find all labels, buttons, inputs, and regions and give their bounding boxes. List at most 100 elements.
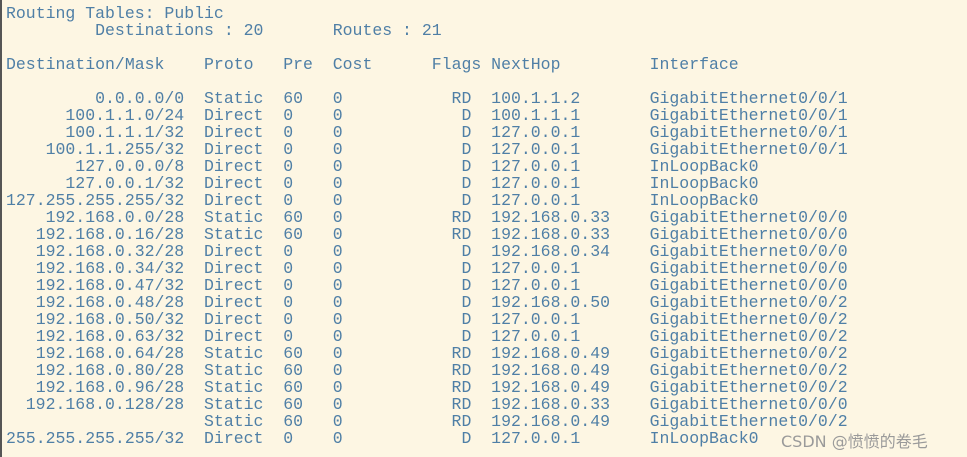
cell-interface: GigabitEthernet0/0/2 — [649, 293, 848, 312]
cell-destination: 100.1.1.0/24 — [65, 106, 185, 125]
cell-destination: 127.0.0.0/8 — [75, 157, 185, 176]
cell-interface: GigabitEthernet0/0/1 — [649, 140, 848, 159]
cell-proto: Direct — [204, 242, 264, 261]
table-row: 127.0.0.0/8 Direct 0 0 D 127.0.0.1 InLoopBack0 — [6, 158, 961, 175]
window-border — [0, 0, 2, 457]
cell-flags: RD — [451, 378, 472, 397]
header-flags: Flags — [431, 55, 482, 74]
cell-cost: 0 — [332, 89, 343, 108]
cell-cost: 0 — [332, 242, 343, 261]
cell-nexthop: 127.0.0.1 — [491, 157, 581, 176]
cell-nexthop: 127.0.0.1 — [491, 174, 581, 193]
table-row: 192.168.0.96/28 Static 60 0 RD 192.168.0.49 Gi… — [6, 379, 961, 396]
table-row: 100.1.1.0/24 Direct 0 0 D 100.1.1.1 GigabitEth… — [6, 107, 961, 124]
cell-preference: 0 — [283, 174, 294, 193]
header-interface: Interface — [649, 55, 739, 74]
cell-nexthop: 192.168.0.49 — [491, 378, 610, 397]
table-row: 192.168.0.50/32 Direct 0 0 D 127.0.0.1 Gigabit… — [6, 311, 961, 328]
table-row: 0.0.0.0/0 Static 60 0 RD 100.1.1.2 GigabitEthe… — [6, 90, 961, 107]
cell-nexthop: 127.0.0.1 — [491, 191, 581, 210]
cell-preference: 0 — [283, 429, 294, 448]
header-cost: Cost — [332, 55, 373, 74]
table-row: 127.255.255.255/32 Direct 0 0 D 127.0.0.1 InLo… — [6, 192, 961, 209]
cell-flags: D — [461, 174, 472, 193]
cell-proto: Direct — [204, 259, 264, 278]
cell-destination: 192.168.0.63/32 — [35, 327, 185, 346]
cell-cost: 0 — [332, 140, 343, 159]
cell-preference: 0 — [283, 242, 294, 261]
table-row: 255.255.255.255/32 Direct 0 0 D 127.0.0.1 InLo… — [6, 430, 961, 447]
cell-preference: 60 — [283, 378, 304, 397]
table-row: 192.168.0.47/32 Direct 0 0 D 127.0.0.1 Gigabit… — [6, 277, 961, 294]
cell-cost: 0 — [332, 412, 343, 431]
destinations-count: Destinations : 20 — [95, 21, 264, 40]
cell-cost: 0 — [332, 395, 343, 414]
cell-interface: GigabitEthernet0/0/2 — [649, 412, 848, 431]
cell-proto: Direct — [204, 293, 264, 312]
cell-interface: GigabitEthernet0/0/1 — [649, 106, 848, 125]
cell-cost: 0 — [332, 123, 343, 142]
cell-interface: GigabitEthernet0/0/2 — [649, 310, 848, 329]
cell-nexthop: 127.0.0.1 — [491, 429, 581, 448]
cell-interface: GigabitEthernet0/0/0 — [649, 225, 848, 244]
cell-destination: 192.168.0.96/28 — [35, 378, 185, 397]
cell-proto: Static — [204, 225, 264, 244]
watermark: CSDN @愤愤的卷毛 — [781, 432, 928, 451]
cell-preference: 0 — [283, 293, 294, 312]
cell-flags: RD — [451, 344, 472, 363]
header-proto: Proto — [204, 55, 254, 74]
cell-cost: 0 — [332, 208, 343, 227]
cell-proto: Direct — [204, 157, 264, 176]
cell-flags: RD — [451, 395, 472, 414]
cell-preference: 60 — [283, 395, 304, 414]
table-header: Destination/Mask Proto Pre Cost Flags Ne… — [6, 56, 961, 73]
table-row: 192.168.0.48/28 Direct 0 0 D 192.168.0.50 Giga… — [6, 294, 961, 311]
cell-proto: Direct — [204, 327, 264, 346]
cell-interface: GigabitEthernet0/0/2 — [649, 361, 848, 380]
table-row: 100.1.1.1/32 Direct 0 0 D 127.0.0.1 GigabitEth… — [6, 124, 961, 141]
cell-interface: GigabitEthernet0/0/2 — [649, 344, 848, 363]
cell-cost: 0 — [332, 293, 343, 312]
cell-flags: D — [461, 276, 472, 295]
cell-destination: 0.0.0.0/0 — [95, 89, 185, 108]
table-row: 192.168.0.32/28 Direct 0 0 D 192.168.0.34 Giga… — [6, 243, 961, 260]
cell-interface: GigabitEthernet0/0/2 — [649, 327, 848, 346]
cell-preference: 0 — [283, 123, 294, 142]
cell-preference: 0 — [283, 157, 294, 176]
cell-preference: 60 — [283, 208, 304, 227]
cell-preference: 60 — [283, 344, 304, 363]
cell-flags: D — [461, 140, 472, 159]
table-row: 192.168.0.64/28 Static 60 0 RD 192.168.0.49 Gi… — [6, 345, 961, 362]
cell-nexthop: 192.168.0.34 — [491, 242, 610, 261]
cell-preference: 0 — [283, 310, 294, 329]
table-row: 192.168.0.0/28 Static 60 0 RD 192.168.0.33 Gig… — [6, 209, 961, 226]
cell-interface: InLoopBack0 — [649, 191, 759, 210]
cell-cost: 0 — [332, 361, 343, 380]
cell-destination: 192.168.0.32/28 — [35, 242, 185, 261]
cell-flags: D — [461, 259, 472, 278]
cell-nexthop: 127.0.0.1 — [491, 327, 581, 346]
table-row: 192.168.0.128/28 Static 60 0 RD 192.168.0.33 G… — [6, 396, 961, 413]
cell-proto: Static — [204, 208, 264, 227]
cell-flags: RD — [451, 361, 472, 380]
header-nexthop: NextHop — [491, 55, 561, 74]
cell-nexthop: 192.168.0.33 — [491, 225, 610, 244]
cell-flags: D — [461, 429, 472, 448]
cell-preference: 0 — [283, 276, 294, 295]
cell-nexthop: 127.0.0.1 — [491, 310, 581, 329]
cell-interface: GigabitEthernet0/0/0 — [649, 242, 848, 261]
cell-proto: Direct — [204, 276, 264, 295]
cell-flags: RD — [451, 89, 472, 108]
cell-preference: 0 — [283, 327, 294, 346]
cell-nexthop: 100.1.1.2 — [491, 89, 581, 108]
cell-flags: RD — [451, 208, 472, 227]
cell-cost: 0 — [332, 259, 343, 278]
table-row: 192.168.0.80/28 Static 60 0 RD 192.168.0.49 Gi… — [6, 362, 961, 379]
cell-destination: 192.168.0.0/28 — [45, 208, 185, 227]
cell-proto: Direct — [204, 140, 264, 159]
cell-proto: Static — [204, 89, 264, 108]
cell-flags: D — [461, 310, 472, 329]
cell-proto: Direct — [204, 123, 264, 142]
cell-flags: D — [461, 327, 472, 346]
cell-interface: GigabitEthernet0/0/2 — [649, 378, 848, 397]
